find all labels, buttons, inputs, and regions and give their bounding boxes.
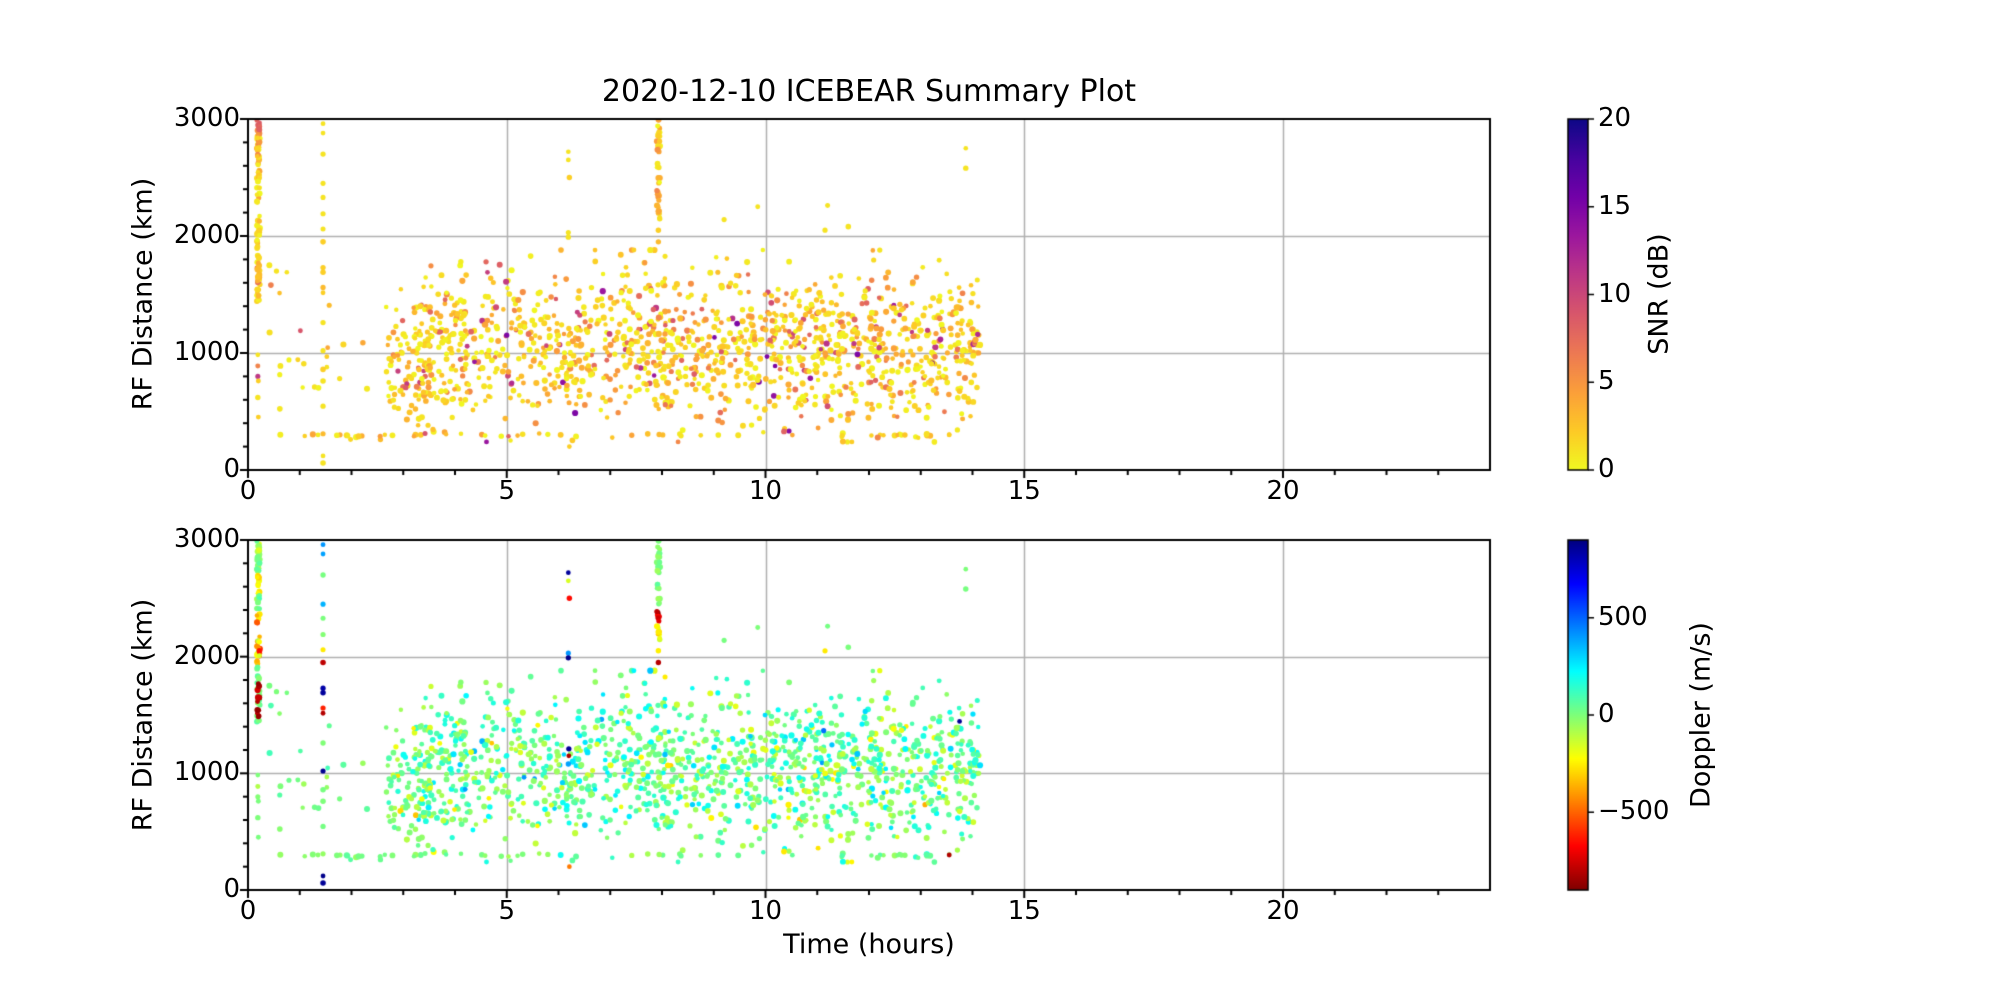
- x-tick-label: 0: [239, 896, 257, 926]
- y-tick-label: 0: [223, 454, 240, 484]
- y-tick-label: 2000: [173, 220, 240, 250]
- y-tick-label: 1000: [173, 757, 240, 788]
- colorbar-tick-label: 15: [1598, 190, 1632, 221]
- doppler-colorbar-label: Doppler (m/s): [1685, 622, 1717, 808]
- x-tick-label: 15: [1007, 476, 1041, 506]
- x-tick-label: 10: [748, 476, 783, 506]
- y-tick-label: 3000: [173, 103, 240, 133]
- figure-title: 2020-12-10 ICEBEAR Summary Plot: [601, 74, 1137, 109]
- y-tick-label: 1000: [173, 337, 240, 367]
- x-tick-label: 5: [498, 896, 516, 926]
- x-tick-label: 20: [1266, 896, 1300, 926]
- colorbar-tick-label: 0: [1598, 454, 1615, 484]
- y-tick-label: 0: [223, 874, 240, 904]
- x-axis-label: Time (hours): [783, 929, 955, 960]
- colorbar-tick-label: 20: [1598, 103, 1632, 133]
- x-tick-label: 0: [239, 476, 257, 506]
- x-tick-label: 5: [498, 476, 516, 506]
- y-tick-label: 3000: [173, 524, 240, 554]
- colorbar-tick-label: 5: [1598, 366, 1615, 397]
- colorbar-tick-label: 10: [1598, 278, 1632, 309]
- colorbar-tick-label: 0: [1598, 699, 1615, 729]
- bottom-y-axis-label: RF Distance (km): [127, 598, 159, 832]
- colorbar-tick-label: 500: [1598, 601, 1648, 632]
- x-tick-label: 10: [748, 896, 783, 926]
- x-tick-label: 20: [1266, 476, 1300, 506]
- y-tick-label: 2000: [173, 640, 240, 671]
- colorbar-tick-label: −500: [1598, 796, 1670, 827]
- top-y-axis-label: RF Distance (km): [127, 177, 159, 411]
- x-tick-label: 15: [1007, 896, 1041, 926]
- snr-colorbar-label: SNR (dB): [1643, 233, 1675, 355]
